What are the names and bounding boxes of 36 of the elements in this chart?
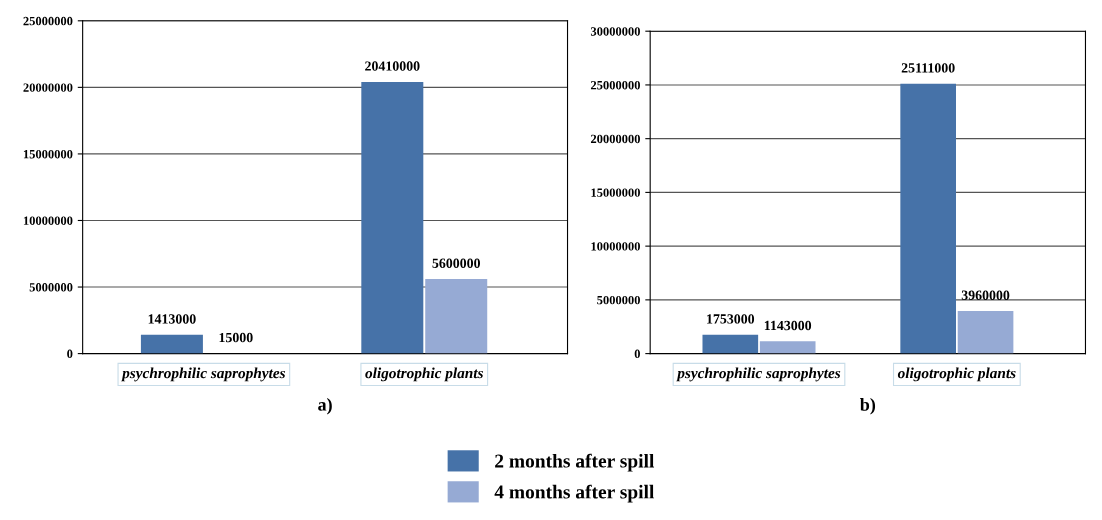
data-label: 1143000 bbox=[764, 320, 812, 331]
y-tick-label: 10000000 bbox=[591, 242, 640, 251]
x-tick-label: psychrophilic saprophytes bbox=[676, 367, 841, 382]
y-tick-label: 5000000 bbox=[29, 283, 73, 292]
y-tick-label: 20000000 bbox=[23, 83, 73, 92]
x-tick-label: oligotrophic plants bbox=[897, 367, 1016, 382]
legend-label: 2 months after spill bbox=[495, 453, 655, 472]
y-tick-label: 0 bbox=[67, 349, 73, 359]
data-label: 20410000 bbox=[365, 61, 420, 71]
data-label: 1753000 bbox=[707, 314, 755, 324]
x-tick-label: oligotrophic plants bbox=[365, 367, 484, 382]
y-tick-label: 0 bbox=[634, 349, 640, 359]
data-label: 15000 bbox=[219, 332, 253, 343]
data-label: 5600000 bbox=[432, 258, 480, 268]
bar bbox=[957, 311, 1014, 354]
data-label: 25111000 bbox=[901, 63, 955, 73]
legend-label: 4 months after spill bbox=[494, 484, 655, 503]
bar bbox=[759, 341, 816, 354]
y-tick-label: 30000000 bbox=[590, 27, 640, 36]
y-tick-label: 20000000 bbox=[590, 134, 640, 144]
bar bbox=[425, 279, 488, 354]
x-axis-title: a) bbox=[318, 398, 332, 415]
bar bbox=[361, 81, 424, 354]
y-tick-label: 15000000 bbox=[591, 188, 640, 197]
y-tick-label: 25000000 bbox=[590, 80, 640, 90]
x-tick-label: psychrophilic saprophytes bbox=[121, 367, 286, 382]
y-tick-label: 10000000 bbox=[23, 216, 73, 225]
y-tick-label: 5000000 bbox=[597, 295, 640, 305]
data-label: 3960000 bbox=[961, 290, 1010, 300]
data-label: 1413000 bbox=[148, 314, 196, 324]
bar bbox=[702, 334, 759, 354]
x-axis-title: b) bbox=[860, 398, 876, 415]
y-tick-label: 15000000 bbox=[23, 149, 73, 159]
bar bbox=[900, 83, 956, 354]
bar bbox=[140, 334, 203, 354]
y-tick-label: 25000000 bbox=[23, 16, 73, 26]
